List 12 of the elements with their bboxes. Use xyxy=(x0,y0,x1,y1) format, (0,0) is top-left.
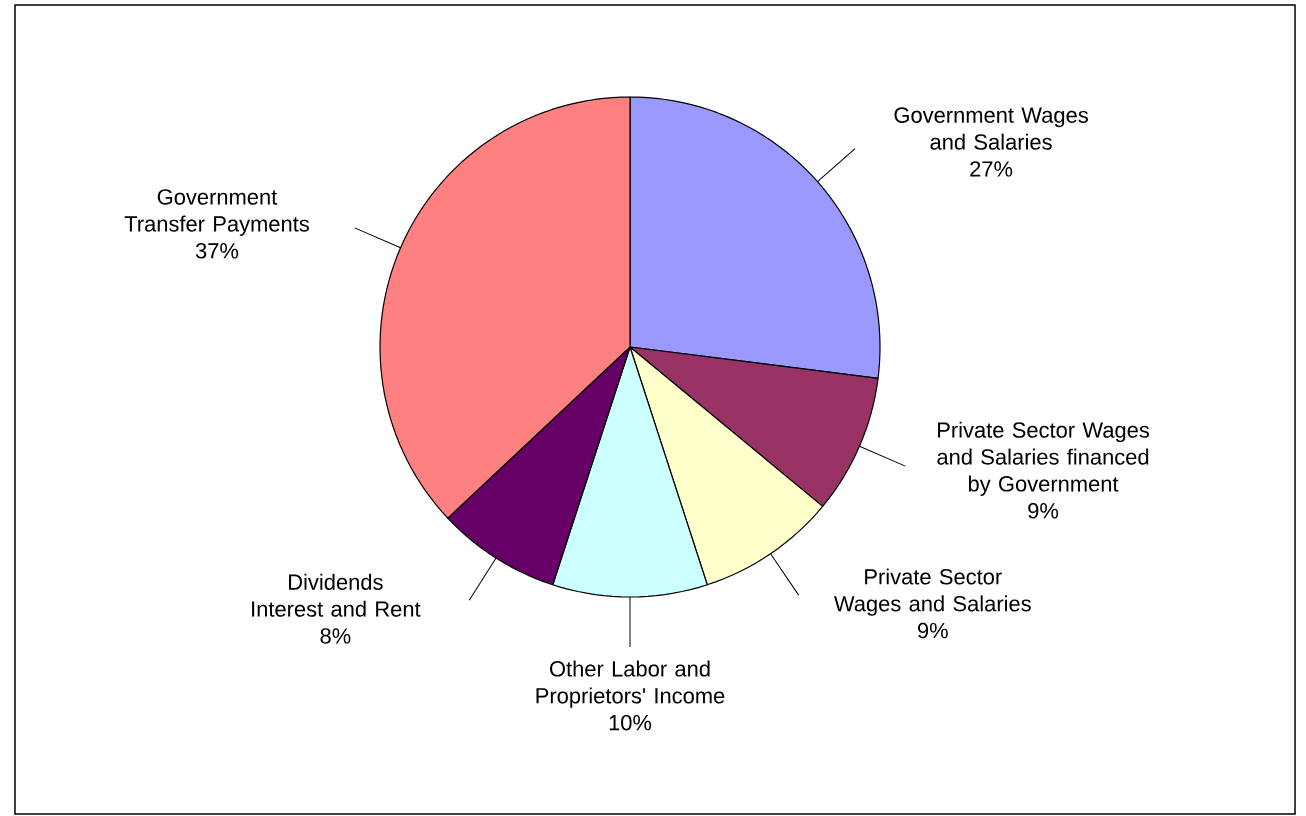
data-label: 37% xyxy=(195,243,239,259)
slice-label: Other Labor and Proprietors' Income xyxy=(536,660,725,708)
slice-label: Government Wages and Salaries xyxy=(894,107,1088,150)
slice-label: Private Sector Wages and Salaries xyxy=(834,568,1031,616)
data-label: 9% xyxy=(917,622,948,639)
data-label: 8% xyxy=(320,628,351,644)
slice-label: Government Transfer Payments xyxy=(124,189,309,236)
data-label: 9% xyxy=(1028,502,1059,519)
slice-label: Dividends Interest and Rent xyxy=(252,573,421,617)
data-label: 10% xyxy=(609,714,652,731)
data-label: 27% xyxy=(970,161,1013,177)
legend-label: Private Sector Wages and Salaries financed by Government xyxy=(937,421,1150,496)
